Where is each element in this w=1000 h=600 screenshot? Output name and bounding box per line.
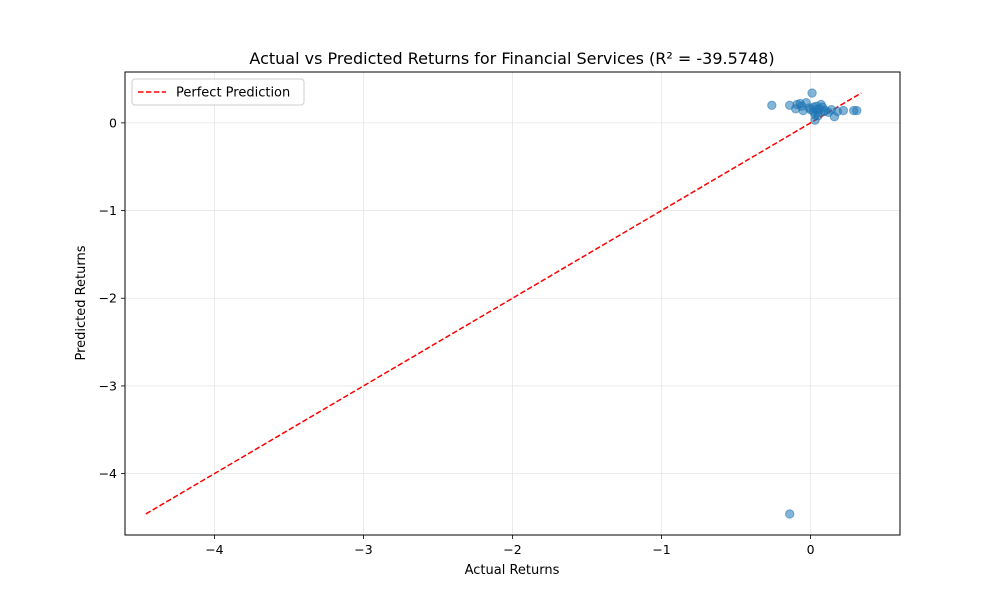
legend: Perfect Prediction: [131, 78, 305, 106]
y-tick-label: −2: [99, 291, 117, 306]
y-tick-label: −3: [99, 378, 117, 393]
chart-title: Actual vs Predicted Returns for Financia…: [249, 49, 774, 68]
x-tick-label: −1: [652, 542, 670, 557]
x-axis-ticks: −4 −3 −2 −1 0: [205, 535, 815, 557]
y-axis-label: Predicted Returns: [74, 245, 89, 360]
x-tick-label: −3: [354, 542, 372, 557]
scatter-point: [785, 509, 795, 519]
y-tick-label: −4: [99, 466, 117, 481]
legend-label-perfect-prediction: Perfect Prediction: [176, 86, 290, 101]
scatter-point: [807, 88, 817, 98]
x-tick-label: −4: [205, 542, 223, 557]
scatter-point: [813, 111, 823, 121]
scatter-point: [805, 105, 816, 115]
x-tick-label: −2: [503, 542, 521, 557]
x-tick-label: 0: [807, 542, 815, 557]
reference-line-layer: [145, 92, 862, 515]
perfect-prediction-line: [145, 92, 862, 515]
x-axis-label: Actual Returns: [465, 563, 560, 578]
grid: [125, 72, 900, 535]
scatter-point: [767, 100, 777, 111]
legend-box: [131, 78, 305, 106]
y-tick-label: −1: [99, 203, 117, 218]
y-axis-ticks: −4 −3 −2 −1 0: [99, 115, 125, 481]
scatter-points: [767, 88, 862, 519]
y-tick-label: 0: [109, 115, 117, 130]
scatter-point: [852, 105, 862, 116]
scatter-point: [838, 105, 849, 116]
